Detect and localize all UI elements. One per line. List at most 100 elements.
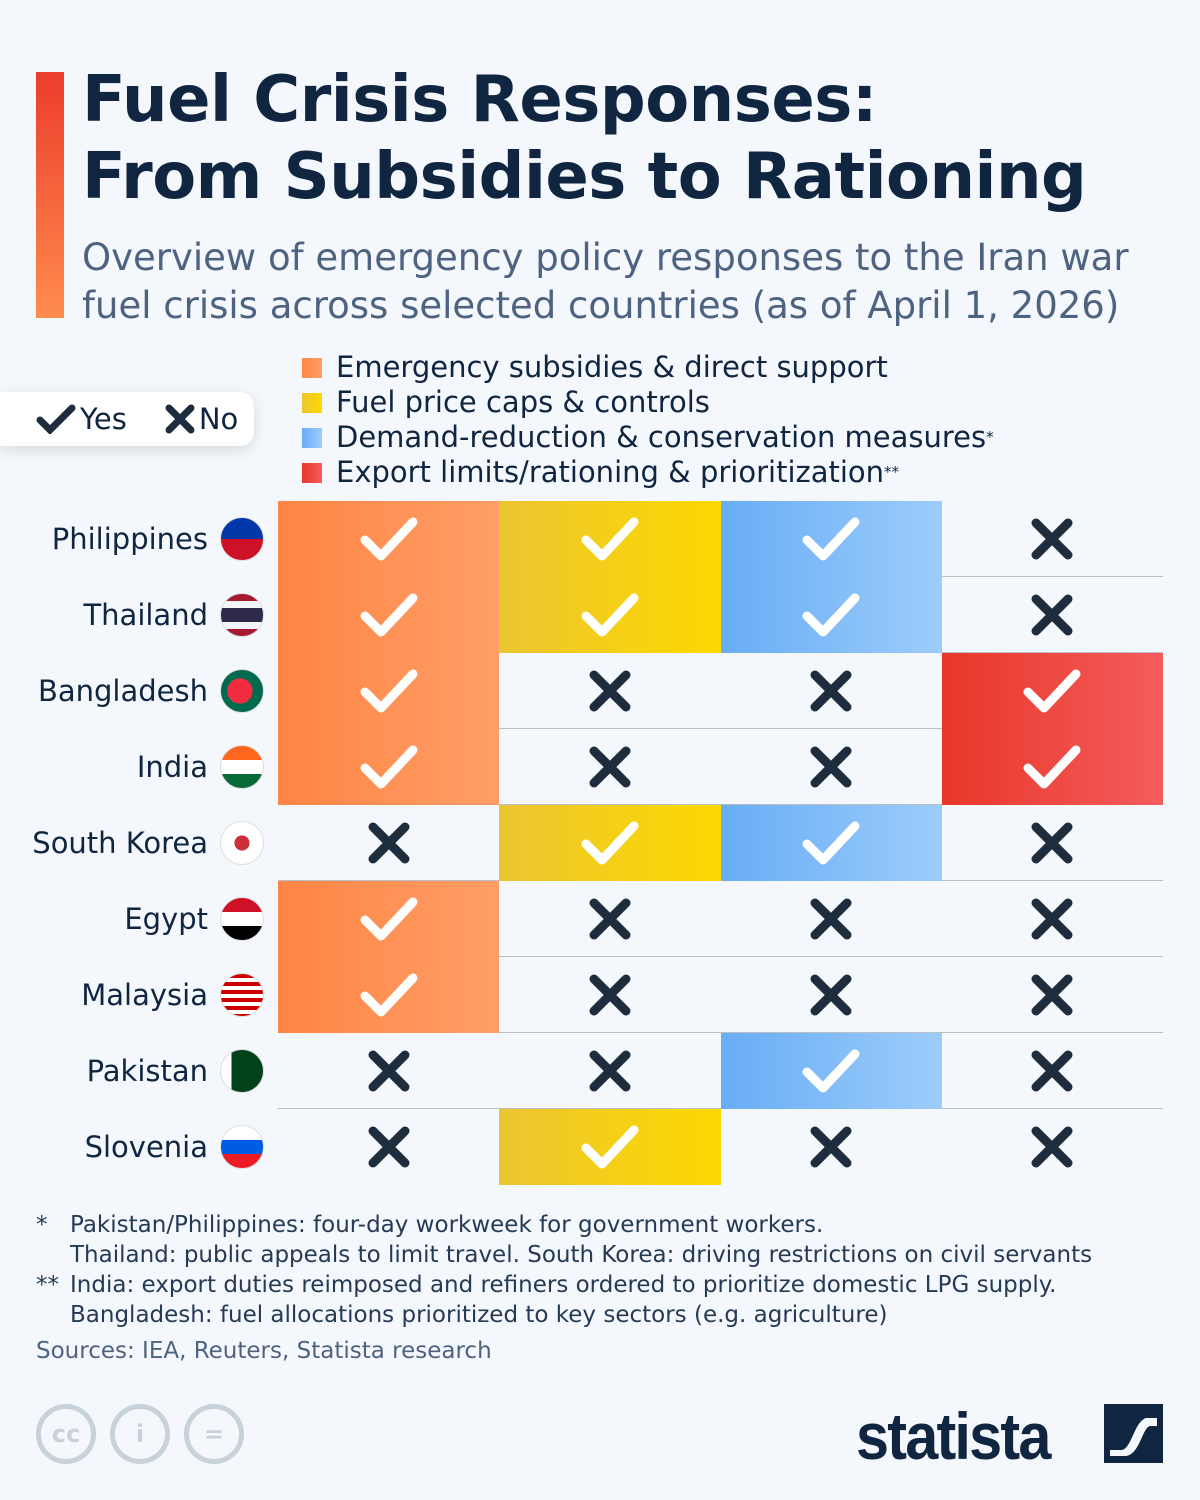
yes-label: Yes [80,402,127,436]
legend-label: Demand-reduction & conservation measures [336,420,987,454]
check-icon [1022,744,1082,790]
legend-swatch [302,462,322,483]
no-cell [721,729,942,805]
flag-icon [220,897,264,941]
no-cell [499,957,720,1033]
check-icon [801,1048,861,1094]
yes-cell [278,653,500,729]
country-label: India [137,729,208,805]
statista-logo-mark-icon [1104,1404,1163,1463]
country-name: Malaysia [81,978,208,1012]
country-name: Thailand [83,598,208,632]
license-icons: cc i = [36,1404,244,1464]
country-name: Philippines [51,522,208,556]
country-name: Bangladesh [37,674,208,708]
no-cell [942,1109,1163,1185]
x-icon [809,745,853,789]
yes-cell [278,577,500,653]
country-label: South Korea [32,805,208,881]
country-name: India [136,750,208,784]
legend-label: Fuel price caps & controls [336,385,710,419]
flag-icon [220,973,264,1017]
no-cell [499,729,720,805]
x-icon [588,669,632,713]
x-icon [1030,821,1074,865]
x-icon [367,821,411,865]
no-derivatives-icon: = [184,1404,244,1464]
legend-swatch [302,392,322,413]
flag-icon [220,1049,264,1093]
no-cell [278,1033,499,1109]
check-icon [580,516,640,562]
table-row: India [137,729,1163,805]
yes-key: Yes [36,402,127,436]
country-name: Pakistan [86,1054,208,1088]
x-icon [1030,1049,1074,1093]
legend-footnote-mark: * [986,428,994,446]
page-title: Fuel Crisis Responses: From Subsidies to … [82,62,1087,216]
no-cell [942,957,1163,1033]
check-icon [580,820,640,866]
check-icon [1022,668,1082,714]
yes-cell [499,805,721,881]
country-label: Egypt [124,881,208,957]
table-row: Pakistan [87,1033,1163,1109]
x-icon [588,973,632,1017]
check-icon [359,896,419,942]
flag-icon [220,821,264,865]
yes-cell [720,805,942,881]
x-icon [1030,897,1074,941]
x-icon [367,1125,411,1169]
subtitle: Overview of emergency policy responses t… [82,236,1129,327]
country-label: Thailand [83,577,208,653]
x-icon [588,897,632,941]
yes-cell [278,957,500,1033]
no-cell [278,1109,499,1185]
check-icon [580,1124,640,1170]
no-cell [942,501,1163,577]
cc-icon: cc [36,1404,96,1464]
no-cell [721,957,942,1033]
x-icon [809,973,853,1017]
yes-cell [278,501,500,577]
sources: Sources: IEA, Reuters, Statista research [36,1338,492,1364]
flag-icon [220,745,264,789]
x-icon [367,1049,411,1093]
yes-cell [278,881,500,957]
no-cell [499,653,720,729]
yes-no-key: Yes No [0,392,254,446]
x-icon [809,897,853,941]
attribution-icon: i [110,1404,170,1464]
flag-icon [220,669,264,713]
flag-icon [220,1125,264,1169]
check-icon [580,592,640,638]
yes-cell [720,1033,942,1109]
legend-item: Export limits/rationing & prioritization… [302,455,994,490]
no-label: No [198,402,239,436]
yes-cell [720,501,942,577]
legend-label: Emergency subsidies & direct support [336,350,888,384]
check-icon [359,744,419,790]
footnote-line: Thailand: public appeals to limit travel… [70,1242,1093,1268]
country-name: Egypt [124,902,208,936]
flag-icon [220,593,264,637]
table-row: Slovenia [85,1109,1163,1185]
yes-cell [499,577,721,653]
check-icon [801,820,861,866]
legend-item: Demand-reduction & conservation measures… [302,420,994,455]
yes-cell [499,1109,721,1185]
table-row: South Korea [32,805,1163,881]
country-label: Slovenia [85,1109,208,1185]
check-icon [359,516,419,562]
table-row: Egypt [124,881,1163,957]
country-name: South Korea [32,826,208,860]
x-icon [809,1125,853,1169]
footnote-line: Bangladesh: fuel allocations prioritized… [70,1302,888,1328]
footnote-mark: * [36,1212,48,1238]
footnote-line: Pakistan/Philippines: four-day workweek … [70,1212,824,1238]
table-row: Thailand [83,577,1163,653]
footnote-line: India: export duties reimposed and refin… [70,1272,1057,1298]
flag-icon [220,517,264,561]
footnote-mark: ** [36,1272,59,1298]
table-row: Malaysia [81,957,1163,1033]
